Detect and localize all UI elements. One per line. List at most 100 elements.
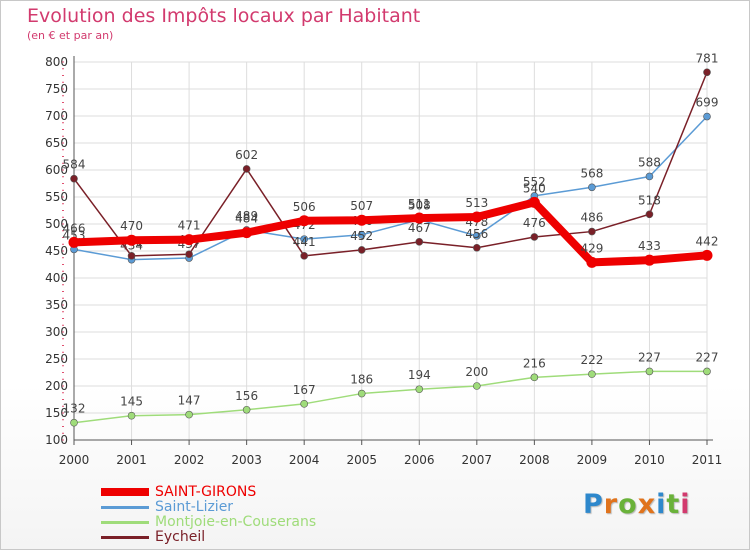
data-label: 433 bbox=[638, 239, 661, 253]
series-line-montjoie-en-couserans bbox=[73, 370, 708, 424]
data-point bbox=[530, 373, 539, 382]
data-point bbox=[415, 385, 424, 394]
legend-label: Eycheil bbox=[155, 529, 206, 545]
data-label: 194 bbox=[408, 368, 431, 382]
x-tick-label: 2011 bbox=[692, 453, 723, 467]
data-label: 186 bbox=[350, 373, 373, 387]
data-label: 507 bbox=[350, 199, 373, 213]
data-label: 132 bbox=[63, 402, 86, 416]
data-point bbox=[300, 235, 308, 243]
data-label: 476 bbox=[523, 216, 546, 230]
y-tick-label: 450 bbox=[45, 244, 68, 258]
legend-item: SAINT-GIRONS bbox=[101, 484, 361, 500]
data-point bbox=[126, 234, 138, 246]
data-label: 568 bbox=[580, 166, 603, 180]
y-tick-label: 800 bbox=[45, 55, 68, 69]
data-point bbox=[300, 252, 308, 260]
legend-label: Saint-Lizier bbox=[155, 499, 234, 515]
data-point bbox=[703, 112, 711, 121]
data-label: 518 bbox=[638, 193, 661, 207]
data-point bbox=[300, 400, 308, 408]
y-tick-label: 350 bbox=[45, 298, 68, 312]
y-tick-label: 650 bbox=[45, 136, 68, 150]
data-point bbox=[415, 238, 424, 246]
series-line-saint-lizier bbox=[73, 115, 708, 261]
data-point bbox=[473, 232, 481, 240]
legend-swatch bbox=[101, 488, 149, 496]
x-tick-label: 2001 bbox=[116, 453, 147, 467]
data-label: 147 bbox=[178, 394, 201, 408]
data-label: 484 bbox=[235, 212, 258, 226]
data-label: 227 bbox=[696, 350, 719, 364]
x-tick-label: 2010 bbox=[634, 453, 665, 467]
data-label: 540 bbox=[523, 181, 546, 195]
data-point bbox=[586, 256, 598, 268]
data-label: 508 bbox=[408, 199, 431, 213]
data-point bbox=[185, 410, 193, 419]
data-label: 602 bbox=[235, 148, 258, 162]
data-point bbox=[645, 367, 654, 376]
data-point bbox=[473, 243, 481, 252]
data-point bbox=[68, 236, 80, 248]
data-point bbox=[588, 183, 596, 192]
data-label: 216 bbox=[523, 356, 546, 370]
data-label: 466 bbox=[63, 221, 86, 235]
data-point bbox=[530, 233, 539, 241]
data-label: 489 bbox=[235, 209, 258, 223]
legend-label: SAINT-GIRONS bbox=[155, 484, 257, 500]
data-point bbox=[70, 418, 78, 427]
data-label: 167 bbox=[293, 383, 316, 397]
logo-letter: o bbox=[618, 489, 638, 520]
data-label: 506 bbox=[293, 200, 316, 214]
data-point bbox=[413, 212, 425, 224]
legend-item: Eycheil bbox=[101, 529, 361, 545]
legend-swatch bbox=[101, 520, 149, 524]
data-label: 227 bbox=[638, 350, 661, 364]
chart-legend: SAINT-GIRONS Saint-Lizier Montjoie-en-Cous… bbox=[101, 484, 361, 545]
data-point bbox=[473, 382, 481, 390]
data-label: 699 bbox=[696, 96, 719, 110]
x-tick-label: 2007 bbox=[462, 453, 493, 467]
x-tick-label: 2003 bbox=[231, 453, 262, 467]
x-tick-label: 2004 bbox=[289, 453, 320, 467]
legend-item: Montjoie-en-Couserans bbox=[101, 514, 361, 530]
legend-label: Montjoie-en-Couserans bbox=[155, 514, 317, 530]
logo-letter: r bbox=[603, 489, 619, 520]
data-label: 452 bbox=[350, 229, 373, 243]
logo-letter: i bbox=[680, 489, 691, 520]
y-tick-label: 550 bbox=[45, 190, 68, 204]
data-label: 511 bbox=[408, 197, 431, 211]
data-label: 552 bbox=[523, 175, 546, 189]
y-tick-label: 750 bbox=[45, 82, 68, 96]
legend-swatch bbox=[101, 535, 149, 539]
x-tick-label: 2006 bbox=[404, 453, 435, 467]
data-label: 429 bbox=[580, 241, 603, 255]
data-point bbox=[643, 254, 655, 266]
data-point bbox=[471, 211, 483, 223]
logo-letter: P bbox=[583, 489, 604, 520]
data-point bbox=[357, 389, 366, 398]
data-point bbox=[357, 231, 366, 239]
y-tick-label: 150 bbox=[45, 406, 68, 420]
data-label: 470 bbox=[120, 219, 143, 233]
data-label: 584 bbox=[63, 158, 86, 172]
data-label: 222 bbox=[580, 353, 603, 367]
data-point bbox=[703, 68, 711, 77]
data-label: 156 bbox=[235, 389, 258, 403]
data-label: 456 bbox=[465, 227, 488, 241]
data-point bbox=[703, 367, 711, 376]
data-point bbox=[701, 249, 713, 261]
y-tick-label: 250 bbox=[45, 352, 68, 366]
logo-letter: i bbox=[656, 489, 667, 520]
y-tick-label: 400 bbox=[45, 271, 68, 285]
x-tick-label: 2005 bbox=[346, 453, 377, 467]
data-point bbox=[241, 227, 253, 239]
y-tick-label: 600 bbox=[45, 163, 68, 177]
data-point bbox=[528, 196, 540, 208]
x-tick-label: 2000 bbox=[59, 453, 90, 467]
data-point bbox=[645, 172, 654, 181]
data-point bbox=[357, 246, 366, 254]
proxiti-logo: Proxiti bbox=[583, 489, 691, 520]
y-tick-label: 200 bbox=[45, 379, 68, 393]
